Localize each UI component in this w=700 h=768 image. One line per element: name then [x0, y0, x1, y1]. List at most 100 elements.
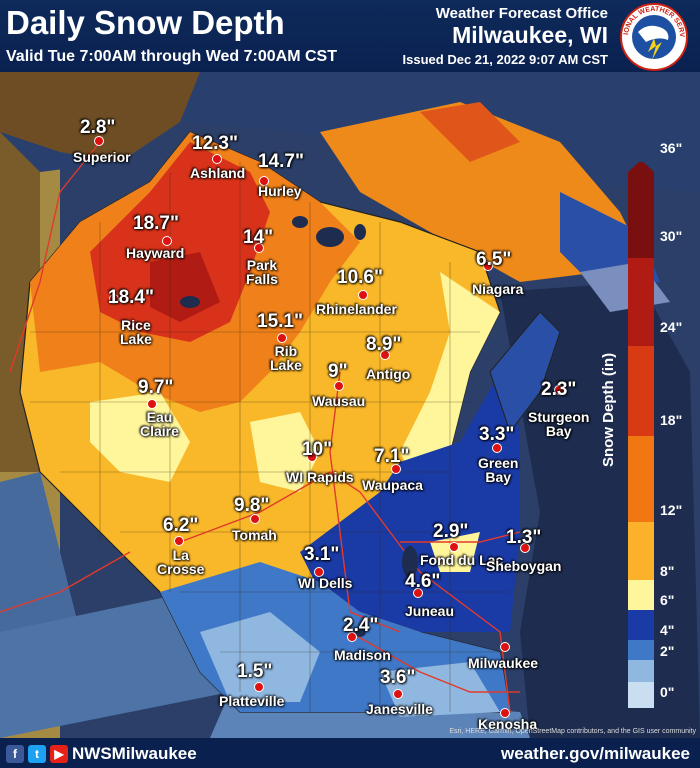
station-antigo-city: Antigo: [366, 366, 411, 382]
iowa-area: [0, 592, 230, 738]
station-wi-rapids-value: 10": [302, 439, 333, 460]
station-juneau-value: 4.6": [405, 571, 441, 592]
station-eau-claire-value: 9.7": [138, 377, 174, 398]
arrowhead-area: [0, 72, 200, 162]
station-niagara-marker: [483, 261, 493, 271]
legend-tick: 24": [660, 319, 683, 335]
station-rice-lake-value: 18.4": [108, 287, 154, 308]
station-rhinelander-city: Rhinelander: [316, 301, 397, 317]
station-green-bay-value: 3.3": [479, 424, 515, 445]
station-wausau-marker: [334, 381, 344, 391]
station-superior-marker: [94, 136, 104, 146]
station-sturgeon-bay-value: 2.3": [541, 379, 577, 400]
station-hurley-value: 14.7": [258, 151, 304, 172]
station-park-falls-city: Park Falls: [246, 257, 278, 287]
station-madison-value: 2.4": [343, 615, 379, 636]
station-janesville-value: 3.6": [380, 667, 416, 688]
header: Daily Snow Depth Valid Tue 7:00AM throug…: [0, 0, 700, 72]
map-credit: Esri, HERE, Garmin, OpenStreetMap contri…: [449, 728, 696, 735]
station-sheboygan-value: 1.3": [506, 527, 542, 548]
station-superior-city: Superior: [73, 149, 131, 165]
station-hurley-city: Hurley: [258, 183, 302, 199]
office-label: Weather Forecast Office: [435, 5, 608, 22]
station-la-crosse-city: La Crosse: [157, 547, 205, 577]
station-hayward-value: 18.7": [133, 213, 179, 234]
station-milwaukee-marker: [500, 642, 510, 652]
legend-tick: 8": [660, 563, 675, 579]
station-wi-dells-city: WI Dells: [298, 575, 353, 591]
facebook-icon[interactable]: f: [6, 745, 24, 763]
station-fond-du-lac-city: Fond du Lac: [420, 552, 504, 568]
station-rib-lake-city: Rib Lake: [270, 343, 302, 373]
social-handle[interactable]: NWSMilwaukee: [72, 744, 197, 763]
station-rice-lake-city: Rice Lake: [120, 317, 152, 347]
station-rib-lake-marker: [277, 333, 287, 343]
station-eau-claire-marker: [147, 399, 157, 409]
station-wi-rapids-city: WI Rapids: [286, 469, 354, 485]
snow-zone-0-2-southeast: [380, 662, 500, 717]
youtube-icon[interactable]: ▶: [50, 745, 68, 763]
station-superior-value: 2.8": [80, 117, 116, 138]
legend-title: Snow Depth (in): [600, 352, 617, 468]
station-waupaca-marker: [391, 464, 401, 474]
station-platteville-value: 1.5": [237, 661, 273, 682]
legend-tick: 4": [660, 622, 675, 638]
station-wi-rapids-marker: [307, 452, 317, 462]
station-niagara-city: Niagara: [472, 281, 524, 297]
station-fond-du-lac-marker: [449, 542, 459, 552]
station-janesville-marker: [393, 689, 403, 699]
station-antigo-value: 8.9": [366, 334, 402, 355]
legend-tick: 18": [660, 412, 683, 428]
station-madison-city: Madison: [334, 647, 391, 663]
station-green-bay-city: Green Bay: [478, 455, 519, 485]
station-wausau-city: Wausau: [312, 393, 366, 409]
snow-zone-18-24: [90, 142, 270, 342]
snow-zone-0-2-southwest: [200, 612, 320, 702]
station-tomah-marker: [250, 514, 260, 524]
station-waupaca-value: 7.1": [374, 446, 410, 467]
station-hayward-city: Hayward: [126, 245, 185, 261]
station-park-falls-marker: [254, 243, 264, 253]
door-peninsula: [489, 311, 561, 434]
office-name: Milwaukee, WI: [452, 22, 608, 48]
station-tomah-city: Tomah: [232, 527, 277, 543]
station-rice-lake-marker: [109, 294, 119, 304]
snow-zone-6-8-west: [90, 392, 190, 482]
station-eau-claire-city: Eau Claire: [140, 409, 179, 439]
station-la-crosse-value: 6.2": [163, 515, 199, 536]
station-kenosha-marker: [500, 708, 510, 718]
station-niagara-value: 6.5": [476, 249, 512, 270]
station-platteville-marker: [254, 682, 264, 692]
website-link[interactable]: weather.gov/milwaukee: [501, 744, 690, 763]
station-wausau-value: 9": [328, 361, 348, 382]
station-park-falls-value: 14": [243, 227, 274, 248]
station-rhinelander-value: 10.6": [337, 267, 383, 288]
station-ashland-value: 12.3": [192, 133, 238, 154]
station-milwaukee-city: Milwaukee: [468, 655, 539, 671]
twitter-icon[interactable]: t: [28, 745, 46, 763]
station-wi-dells-value: 3.1": [304, 544, 340, 565]
station-antigo-marker: [380, 350, 390, 360]
station-tomah-value: 9.8": [234, 495, 270, 516]
station-sturgeon-bay-marker: [554, 385, 564, 395]
footer: f t ▶ NWSMilwaukee weather.gov/milwaukee: [0, 738, 700, 768]
station-juneau-city: Juneau: [405, 603, 455, 619]
legend-tick: 0": [660, 684, 675, 700]
issued-time: Issued Dec 21, 2022 9:07 AM CST: [402, 52, 608, 67]
station-sheboygan-city: Sheboygan: [486, 558, 562, 574]
valid-period: Valid Tue 7:00AM through Wed 7:00AM CST: [6, 48, 337, 65]
station-rib-lake-value: 15.1": [257, 311, 303, 332]
social-links: f t ▶ NWSMilwaukee: [6, 744, 197, 764]
inland-lakes: [180, 216, 418, 637]
legend-tick: 2": [660, 643, 675, 659]
station-madison-marker: [347, 632, 357, 642]
legend-colorbar: [628, 162, 654, 708]
station-juneau-marker: [413, 588, 423, 598]
station-kenosha-city: Kenosha: [478, 716, 538, 732]
highways: [0, 141, 521, 713]
nws-logo-icon: NATIONAL WEATHER SERVICE: [618, 2, 688, 71]
legend-tick: 36": [660, 140, 683, 156]
station-waupaca-city: Waupaca: [362, 477, 423, 493]
station-platteville-city: Platteville: [219, 693, 285, 709]
